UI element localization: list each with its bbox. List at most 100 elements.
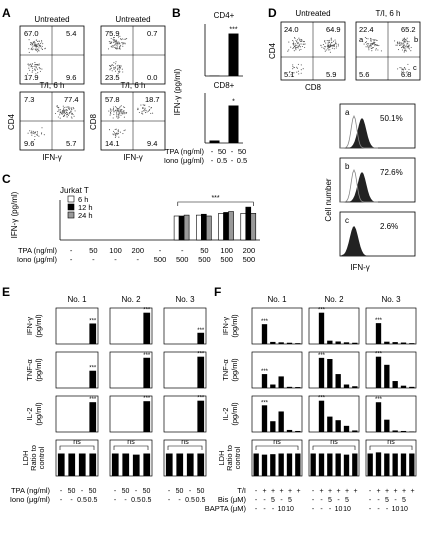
f-bapta-value: - xyxy=(312,506,315,513)
b-cd8-sig: * xyxy=(232,99,235,106)
row-label-unit: (pg/ml) xyxy=(230,402,239,426)
d-p2-event-dot xyxy=(406,44,408,46)
data-bar xyxy=(335,341,341,344)
a-p3-event-dot xyxy=(66,112,68,114)
a-p1-event-dot xyxy=(29,69,31,71)
e-tpa-value: 50 xyxy=(197,488,205,495)
d-p1-event-dot xyxy=(334,39,336,41)
a-p3-event-dot xyxy=(58,110,60,112)
a-p4-event-dot xyxy=(150,107,152,109)
d-p2-event-dot xyxy=(401,43,403,45)
c-row-iono: Iono (μg/ml) xyxy=(17,255,58,264)
d-p1-event-dot xyxy=(294,43,296,45)
a-p1-event-dot xyxy=(38,66,40,69)
d-hist-control-1 xyxy=(340,114,378,149)
a-p4-event-dot xyxy=(120,110,122,112)
d-p2-event-dot xyxy=(369,45,371,47)
d-plot1-title: Untreated xyxy=(295,9,330,18)
a-p1-event-dot xyxy=(30,64,32,67)
a-p2-event-dot xyxy=(111,45,113,47)
group-frame xyxy=(55,351,99,389)
a-p1-event-dot xyxy=(31,63,33,65)
a-ylabel-cd8: CD8 xyxy=(89,113,98,130)
f-row-bapta: BAPTA (μM) xyxy=(205,504,247,513)
data-bar xyxy=(327,453,333,476)
b-tpa-value: 50 xyxy=(238,147,246,156)
d-p1-event-dot xyxy=(337,43,339,45)
d-p1-event-dot xyxy=(290,74,292,76)
a-p3-event-dot xyxy=(73,108,75,110)
d-p1-event-dot xyxy=(330,37,332,39)
d-p2-q-ur: 65.2 xyxy=(401,25,416,34)
sig-label: *** xyxy=(89,366,97,372)
a-p2-event-dot xyxy=(115,61,117,63)
data-bar xyxy=(261,324,268,344)
row-label-name: TNF-α xyxy=(221,359,230,381)
d-p2-event-dot xyxy=(398,41,400,43)
c-bar-24h xyxy=(250,213,257,241)
a-p3-event-dot xyxy=(74,110,76,112)
d-p2-event-dot xyxy=(397,49,400,51)
d-p1-event-dot xyxy=(304,46,306,49)
d-p1-event-dot xyxy=(324,41,326,43)
d-p1-event-dot xyxy=(292,72,294,74)
a-p4-event-dot xyxy=(115,128,117,130)
a-p4-event-dot xyxy=(117,117,119,119)
group-frame xyxy=(163,439,207,477)
a-p1-event-dot xyxy=(34,66,36,68)
data-bar xyxy=(400,342,407,344)
d-p1-event-dot xyxy=(302,41,304,43)
d-p2-event-dot xyxy=(403,73,405,76)
e-tpa-value: 50 xyxy=(176,488,184,495)
a-p4-event-dot xyxy=(141,112,143,114)
d-p1-event-dot xyxy=(300,64,302,66)
d-hist-pct-3: 2.6% xyxy=(380,222,398,231)
sig-label: *** xyxy=(375,352,383,358)
a-p3-q-lr: 5.7 xyxy=(66,139,76,148)
a-p3-event-dot xyxy=(66,116,68,118)
a-p1-event-dot xyxy=(28,51,30,53)
f-bapta-value: - xyxy=(369,506,372,513)
d-p2-event-dot xyxy=(367,45,369,47)
panel-letter-c: C xyxy=(2,172,11,186)
b-cd4-sig: *** xyxy=(229,27,237,34)
a-p2-event-dot xyxy=(119,46,121,48)
group-frame xyxy=(109,351,153,389)
group-frame xyxy=(251,351,303,389)
d-p2-event-dot xyxy=(375,43,377,46)
d-p1-event-dot xyxy=(327,48,329,50)
a-p3-event-dot xyxy=(56,104,58,107)
d-p2-event-dot xyxy=(410,46,412,49)
a-p4-event-dot xyxy=(118,136,120,138)
d-p2-event-dot xyxy=(408,69,410,71)
d-p1-event-dot xyxy=(303,41,305,43)
c-bar-6h xyxy=(196,214,202,241)
d-p2-event-dot xyxy=(403,51,405,53)
sig-label: *** xyxy=(318,308,326,314)
a-p1-event-dot xyxy=(40,45,42,47)
a-p4-event-dot xyxy=(114,110,116,112)
a-p1-event-dot xyxy=(31,42,33,44)
d-p1-event-dot xyxy=(297,63,299,65)
data-bar xyxy=(392,381,398,388)
data-bar xyxy=(352,430,358,432)
c-legend-swatch xyxy=(67,203,75,211)
c-bar-12h xyxy=(245,206,252,241)
a-p4-event-dot xyxy=(117,110,119,112)
data-bar xyxy=(132,454,140,476)
a-p3-event-dot xyxy=(62,115,65,118)
data-bar xyxy=(270,421,276,432)
a-p4-event-dot xyxy=(125,112,127,114)
a-p4-event-dot xyxy=(113,106,115,108)
d-p1-event-dot xyxy=(335,41,337,43)
data-bar xyxy=(310,453,316,476)
f-bapta-value: - xyxy=(263,506,266,513)
sig-label: *** xyxy=(375,318,383,324)
a-p3-event-dot xyxy=(71,117,73,119)
d-p2-event-dot xyxy=(374,38,376,41)
a-p1-event-dot xyxy=(38,50,40,52)
f-bapta-value: 10 xyxy=(278,506,286,513)
a-p4-event-dot xyxy=(122,113,124,115)
d-p1-event-dot xyxy=(295,39,297,41)
a-p4-event-dot xyxy=(117,130,119,132)
